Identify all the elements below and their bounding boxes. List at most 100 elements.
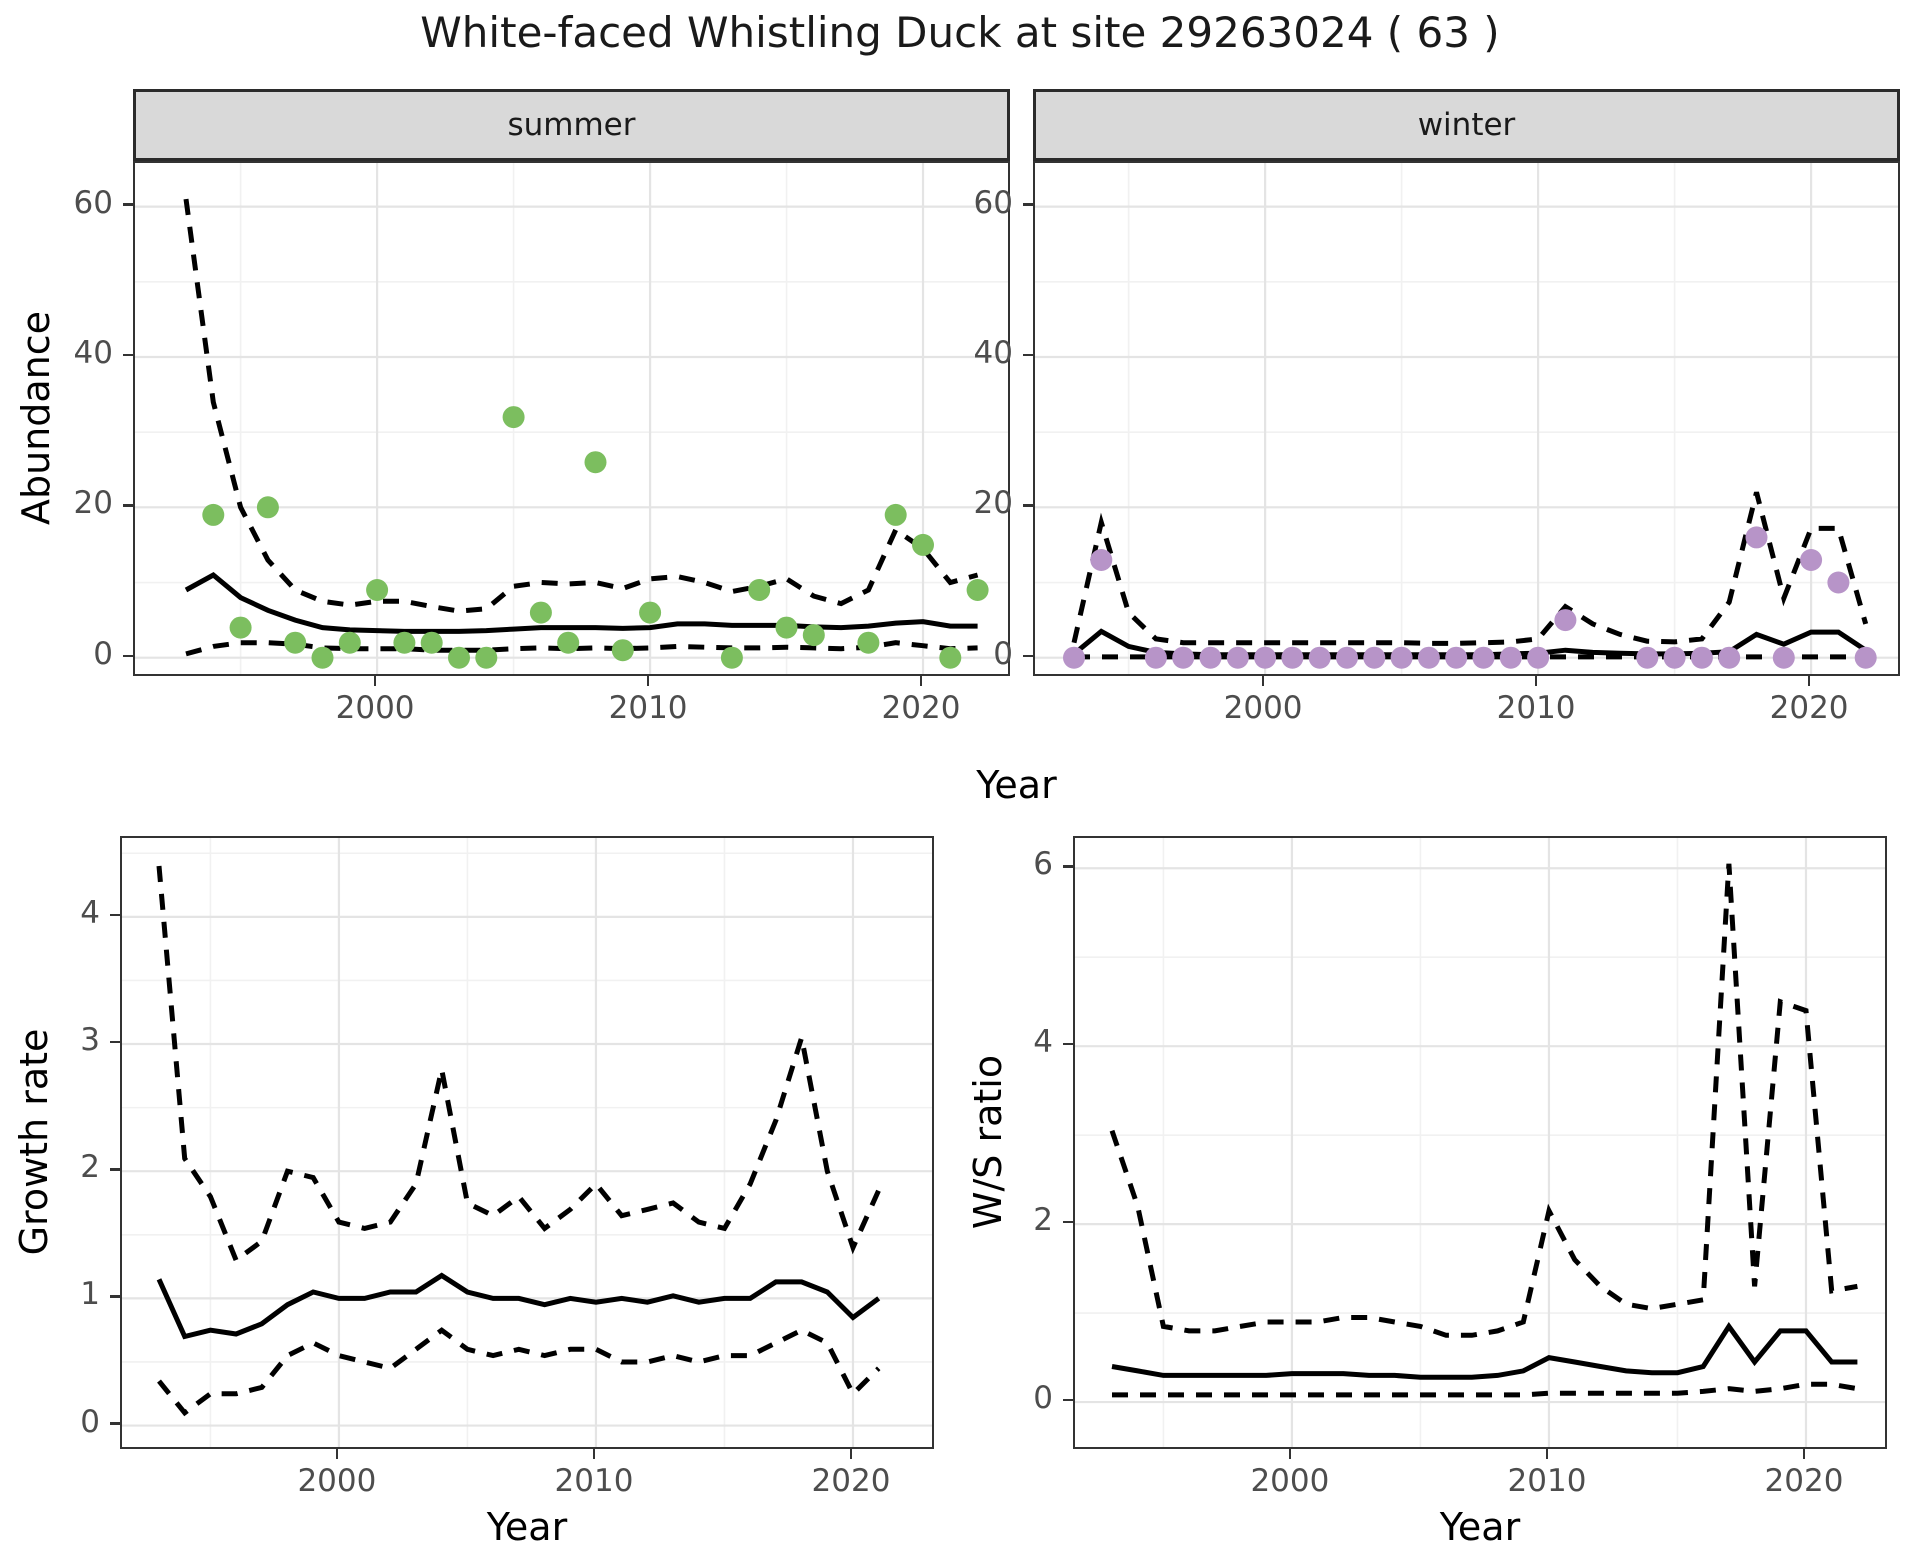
y-tick-mark [110, 1422, 120, 1425]
abundance-winter-data-point [1390, 646, 1413, 669]
abundance-winter-data-point [1827, 571, 1850, 594]
y-tick-label: 3 [80, 1022, 100, 1058]
growth-rate-plot-area [122, 838, 932, 1447]
abundance-winter-data-point [1663, 646, 1686, 669]
abundance-winter-data-point [1472, 646, 1495, 669]
y-tick-mark [123, 353, 133, 357]
y-tick-label: 0 [993, 635, 1013, 672]
facet-strip-summer: summer [133, 89, 1010, 161]
x-tick-label: 2010 [1507, 1463, 1587, 1499]
y-tick-mark [110, 1040, 120, 1044]
x-tick-label: 2020 [881, 690, 961, 726]
panel-abundance-summer [133, 161, 1010, 676]
y-tick-label: 60 [73, 184, 113, 221]
abundance-summer-median-line [184, 571, 978, 634]
y-tick-label: 2 [80, 1149, 100, 1186]
y-tick-label: 20 [73, 485, 113, 522]
y-tick-label: 40 [73, 335, 113, 371]
ws-ratio-lower_CI-line [1112, 1381, 1858, 1398]
abundance-summer-data-point [966, 579, 989, 601]
panel-abundance-winter [1033, 161, 1900, 676]
abundance-summer-data-point [884, 503, 907, 526]
abundance-summer-data-point [475, 646, 498, 669]
x-tick-label: 2020 [1764, 1463, 1844, 1499]
abundance-summer-plot-area [135, 163, 1008, 674]
x-tick-mark [1288, 1449, 1292, 1459]
ws-ratio-upper_CI-line [1109, 863, 1858, 1338]
y-tick-label: 0 [93, 635, 113, 672]
y-tick-label: 60 [973, 184, 1013, 221]
x-tick-mark [849, 1449, 853, 1459]
abundance-summer-data-point [557, 631, 580, 654]
x-tick-mark [1802, 1449, 1806, 1459]
abundance-summer-data-point [502, 406, 525, 429]
y-tick-mark [1063, 865, 1073, 868]
growth-rate-lower_CI-line [157, 1327, 881, 1417]
y-tick-mark [1063, 1398, 1073, 1402]
x-tick-mark [335, 1449, 339, 1459]
growth-rate-median-line [156, 1272, 881, 1340]
abundance-summer-data-point [802, 624, 825, 647]
abundance-summer-data-point [284, 631, 307, 654]
abundance-winter-data-point [1063, 646, 1085, 669]
abundance-winter-data-point [1690, 646, 1713, 669]
abundance-winter-data-point [1636, 646, 1659, 669]
panel-ws-ratio [1073, 836, 1887, 1449]
abundance-summer-data-point [366, 579, 389, 601]
abundance-summer-data-point [639, 601, 662, 624]
abundance-summer-data-point [912, 533, 934, 556]
x-tick-label: 2020 [1769, 690, 1849, 726]
abundance-summer-data-point [338, 631, 361, 654]
abundance-winter-upper_CI-line [1071, 491, 1869, 646]
y-tick-label: 20 [973, 485, 1013, 522]
abundance-winter-data-point [1254, 646, 1277, 669]
growth-rate-upper_CI-line [156, 865, 881, 1265]
y-tick-mark [123, 654, 133, 657]
y-tick-label: 0 [80, 1403, 100, 1440]
abundance-summer-data-point [584, 451, 607, 474]
abundance-summer-data-point [775, 616, 798, 639]
facet-strip-winter-label: winter [1417, 107, 1516, 143]
abundance-winter-data-point [1336, 646, 1358, 669]
abundance-winter-data-point [1745, 526, 1768, 549]
abundance-summer-data-point [748, 579, 771, 601]
x-tick-mark [1545, 1449, 1549, 1459]
y-tick-label: 0 [1033, 1380, 1053, 1417]
x-tick-label: 2000 [335, 690, 415, 726]
ws-ratio-median-line [1111, 1321, 1858, 1380]
x-tick-label: 2010 [608, 690, 688, 726]
y-tick-mark [110, 913, 120, 917]
y-tick-label: 1 [80, 1276, 100, 1313]
x-tick-mark [646, 676, 650, 686]
abundance-winter-data-point [1281, 646, 1304, 669]
facet-strip-summer-label: summer [507, 107, 636, 143]
abundance-winter-data-point [1527, 646, 1550, 669]
abundance-summer-data-point [311, 646, 334, 669]
x-axis-title-year-top: Year [976, 763, 1057, 807]
abundance-summer-lower_CI-line [185, 640, 978, 657]
abundance-summer-data-point [939, 646, 962, 669]
y-tick-mark [1023, 353, 1033, 357]
x-tick-mark [592, 1449, 596, 1459]
x-tick-label: 2010 [1496, 690, 1576, 726]
abundance-winter-data-point [1772, 646, 1795, 669]
x-tick-label: 2020 [811, 1463, 891, 1499]
abundance-summer-data-point [857, 631, 880, 654]
y-tick-label: 2 [1033, 1202, 1053, 1239]
y-tick-mark [110, 1295, 120, 1298]
y-tick-mark [1023, 504, 1033, 507]
abundance-summer-data-point [229, 616, 252, 639]
abundance-winter-plot-area [1035, 163, 1898, 674]
abundance-winter-data-point [1854, 646, 1877, 669]
plot-title: White-faced Whistling Duck at site 29263… [420, 8, 1500, 57]
abundance-summer-data-point [256, 496, 279, 519]
abundance-summer-data-point [720, 646, 743, 669]
abundance-summer-upper_CI-line [183, 198, 979, 614]
abundance-winter-data-point [1144, 646, 1167, 669]
x-tick-mark [1534, 676, 1538, 686]
abundance-winter-data-point [1226, 646, 1249, 669]
abundance-summer-data-point [393, 631, 416, 654]
y-tick-mark [123, 203, 133, 206]
y-tick-mark [1023, 654, 1033, 657]
